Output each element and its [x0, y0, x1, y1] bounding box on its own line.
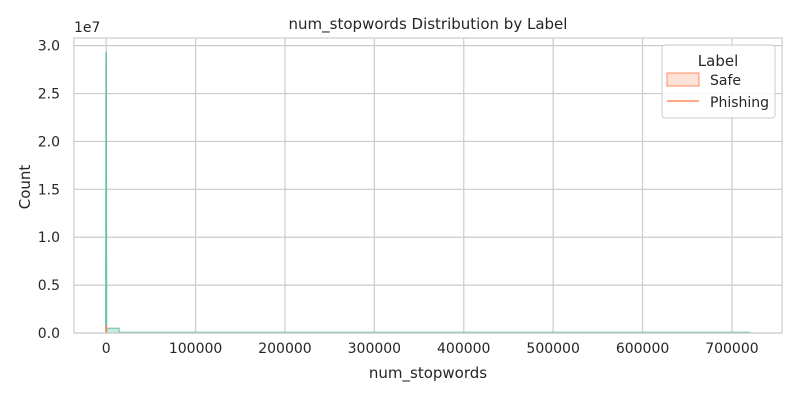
- y-tick-label: 0.5: [38, 278, 60, 294]
- legend-phishing-label: Phishing: [710, 95, 769, 111]
- y-tick-label: 0.0: [38, 326, 60, 342]
- legend-safe-patch: [666, 72, 700, 87]
- x-tick-label: 300000: [348, 341, 401, 357]
- legend-title: Label: [698, 52, 738, 70]
- x-tick-label: 600000: [616, 341, 669, 357]
- kde-curve-phishing: [105, 325, 108, 334]
- y-tick-label: 3.0: [38, 39, 60, 55]
- y-tick-label: 2.5: [38, 87, 60, 103]
- kde-curves: [105, 52, 108, 334]
- histogram-bars: [105, 327, 751, 334]
- x-tick-label: 100000: [169, 341, 222, 357]
- x-tick-label: 200000: [258, 341, 311, 357]
- x-tick-label: 400000: [437, 341, 490, 357]
- y-tick-label: 2.0: [38, 134, 60, 150]
- legend-frame: [661, 44, 776, 119]
- y-axis-label: Count: [16, 165, 34, 210]
- kde-curve-safe: [105, 52, 108, 334]
- plot-frame: [73, 37, 783, 334]
- legend: Label Safe Phishing: [661, 44, 776, 119]
- x-tick-label: 0: [102, 341, 111, 357]
- chart-title: num_stopwords Distribution by Label: [289, 15, 568, 34]
- x-axis-label: num_stopwords: [369, 364, 487, 383]
- x-tick-label: 700000: [705, 341, 758, 357]
- y-tick-label: 1.5: [38, 182, 60, 198]
- y-tick-label: 1.0: [38, 230, 60, 246]
- y-scale-label: 1e7: [74, 20, 100, 36]
- axes: 0 100000 200000 300000 400000 500000 600000 700…: [38, 37, 783, 357]
- histogram-bar-safe: [105, 327, 120, 334]
- legend-safe-label: Safe: [710, 73, 741, 89]
- x-tick-label: 500000: [526, 341, 579, 357]
